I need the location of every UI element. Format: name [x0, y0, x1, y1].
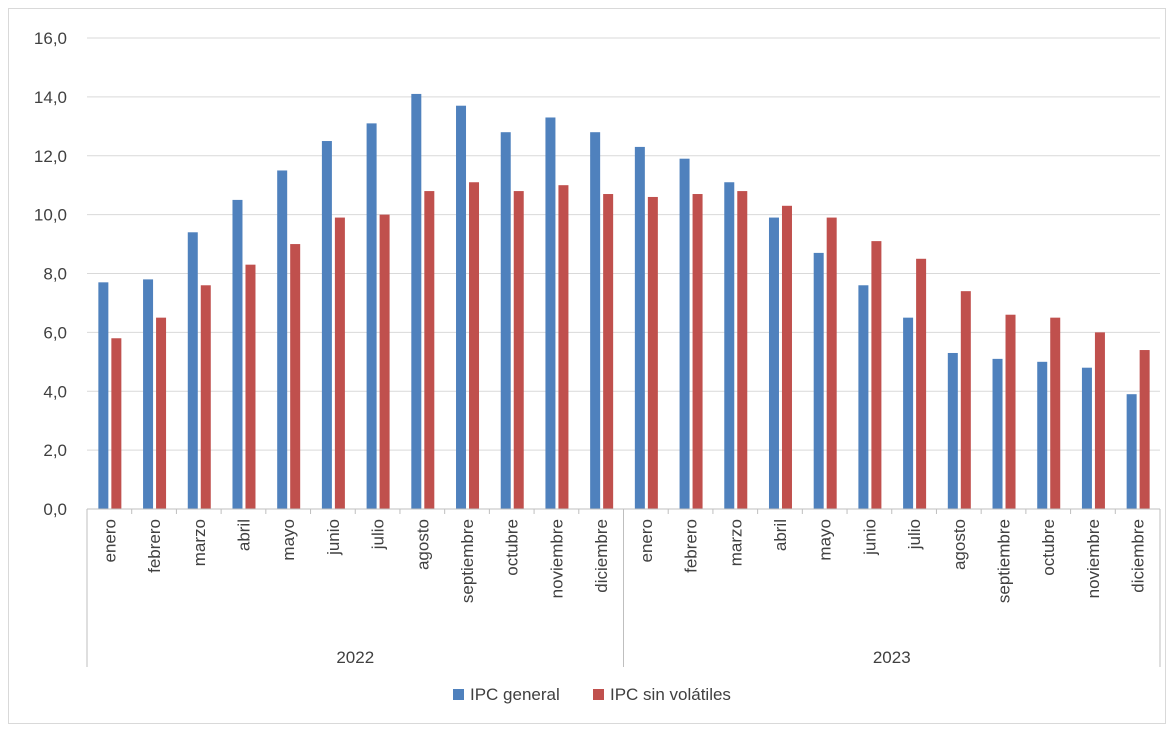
- axes: 0,0 2,0 4,0 6,0 8,0 10,0 12,0 14,0 16,0 enero febr…: [34, 29, 1161, 667]
- legend: IPC general IPC sin volátiles: [453, 685, 731, 704]
- bar-ipc-general: [813, 252, 824, 510]
- bar-ipc-general: [947, 352, 958, 509]
- x-tick-label: enero: [637, 519, 656, 562]
- bar-ipc-general: [411, 93, 422, 510]
- bar-ipc-sin-volatiles: [156, 317, 167, 509]
- y-tick-label: 6,0: [43, 323, 67, 342]
- x-tick-label: julio: [369, 519, 388, 550]
- x-tick-label: septiembre: [995, 519, 1014, 603]
- x-tick-label: mayo: [816, 519, 835, 561]
- bar-ipc-general: [98, 282, 109, 509]
- bar-ipc-sin-volatiles: [603, 194, 614, 510]
- bar-ipc-sin-volatiles: [737, 191, 748, 509]
- bar-ipc-general: [768, 217, 779, 509]
- x-tick-label: noviembre: [547, 519, 566, 598]
- bar-ipc-sin-volatiles: [111, 338, 122, 509]
- bar-ipc-general: [679, 158, 690, 509]
- bar-ipc-general: [232, 199, 243, 509]
- y-tick-label: 10,0: [34, 206, 67, 225]
- x-tick-label: marzo: [190, 519, 209, 566]
- bar-ipc-sin-volatiles: [916, 258, 927, 509]
- bar-ipc-sin-volatiles: [290, 244, 301, 509]
- x-tick-label: abril: [234, 519, 253, 551]
- x-tick-label: mayo: [279, 519, 298, 561]
- y-tick-label: 4,0: [43, 382, 67, 401]
- bar-ipc-sin-volatiles: [692, 194, 703, 510]
- bar-ipc-sin-volatiles: [245, 264, 256, 509]
- bar-ipc-general: [724, 182, 735, 509]
- x-tick-label: septiembre: [458, 519, 477, 603]
- y-tick-label: 8,0: [43, 265, 67, 284]
- bar-ipc-sin-volatiles: [334, 217, 345, 509]
- bar-ipc-general: [903, 317, 914, 509]
- x-tick-label: agosto: [950, 519, 969, 570]
- bar-ipc-sin-volatiles: [781, 205, 792, 509]
- bar-ipc-general: [1081, 367, 1092, 509]
- bar-ipc-general: [366, 123, 377, 510]
- y-tick-label: 16,0: [34, 29, 67, 48]
- bar-ipc-sin-volatiles: [826, 217, 837, 509]
- bar-ipc-sin-volatiles: [1005, 314, 1016, 509]
- year-label: 2022: [336, 648, 374, 667]
- x-tick-label: diciembre: [1129, 519, 1148, 593]
- bar-ipc-sin-volatiles: [469, 182, 480, 509]
- x-tick-label: diciembre: [592, 519, 611, 593]
- bar-ipc-sin-volatiles: [424, 191, 435, 509]
- year-label: 2023: [873, 648, 911, 667]
- bar-ipc-sin-volatiles: [513, 191, 524, 509]
- x-tick-label: febrero: [682, 519, 701, 573]
- bar-ipc-sin-volatiles: [558, 185, 569, 509]
- bar-ipc-sin-volatiles: [200, 285, 211, 509]
- bar-ipc-general: [1126, 394, 1137, 509]
- legend-swatch: [453, 689, 464, 700]
- bar-ipc-general: [590, 132, 601, 509]
- bar-ipc-sin-volatiles: [379, 214, 390, 509]
- x-tick-label: marzo: [726, 519, 745, 566]
- x-tick-label: octubre: [1039, 519, 1058, 576]
- bars: [98, 93, 1150, 510]
- bar-ipc-general: [187, 232, 198, 509]
- x-tick-label: noviembre: [1084, 519, 1103, 598]
- bar-ipc-sin-volatiles: [871, 241, 882, 509]
- x-tick-label: junio: [324, 519, 343, 556]
- bar-ipc-sin-volatiles: [1139, 350, 1150, 509]
- x-tick-label: julio: [905, 519, 924, 550]
- bar-ipc-general: [500, 132, 511, 509]
- bar-ipc-sin-volatiles: [647, 196, 658, 509]
- bar-ipc-general: [143, 279, 154, 509]
- x-tick-label: enero: [100, 519, 119, 562]
- bar-ipc-sin-volatiles: [960, 291, 971, 509]
- y-tick-label: 2,0: [43, 441, 67, 460]
- bar-ipc-general: [634, 146, 645, 509]
- x-tick-label: febrero: [145, 519, 164, 573]
- bar-ipc-general: [1037, 361, 1048, 509]
- bar-ipc-sin-volatiles: [1094, 332, 1105, 509]
- legend-swatch: [593, 689, 604, 700]
- legend-label: IPC general: [470, 685, 560, 704]
- legend-label: IPC sin volátiles: [610, 685, 731, 704]
- x-tick-label: junio: [860, 519, 879, 556]
- y-tick-label: 12,0: [34, 147, 67, 166]
- bar-ipc-general: [321, 141, 332, 509]
- bar-ipc-general: [456, 105, 467, 510]
- bar-ipc-sin-volatiles: [1050, 317, 1061, 509]
- bar-ipc-general: [858, 285, 869, 509]
- bar-ipc-general: [992, 358, 1003, 509]
- x-tick-label: abril: [771, 519, 790, 551]
- gridlines: [87, 37, 1160, 451]
- y-tick-label: 0,0: [43, 500, 67, 519]
- x-tick-label: agosto: [413, 519, 432, 570]
- chart-frame: [8, 8, 1166, 724]
- x-tick-label: octubre: [503, 519, 522, 576]
- bar-ipc-general: [545, 117, 556, 509]
- y-tick-label: 14,0: [34, 88, 67, 107]
- bar-ipc-general: [277, 170, 288, 509]
